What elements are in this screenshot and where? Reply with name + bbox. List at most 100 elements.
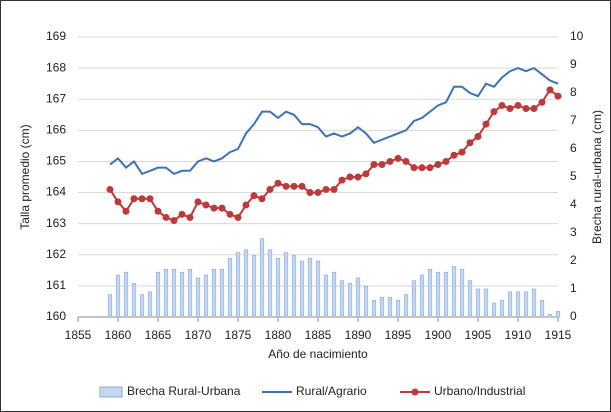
y-tick-label: 166 (46, 123, 66, 137)
bar (475, 288, 481, 318)
marker (434, 161, 442, 169)
bar (371, 299, 377, 318)
marker (314, 189, 322, 197)
y-tick-label: 165 (46, 154, 66, 168)
x-tick-label: 1900 (425, 328, 452, 342)
bar (331, 271, 337, 318)
marker (458, 148, 466, 156)
bar (243, 249, 249, 318)
bar (363, 285, 369, 318)
bar (499, 299, 505, 318)
y2-tick-label: 7 (570, 113, 577, 127)
bar (347, 283, 353, 318)
marker (466, 139, 474, 147)
bar (467, 280, 473, 318)
bar (515, 291, 521, 318)
bar (115, 274, 121, 318)
legend-label: Urbano/Industrial (434, 384, 525, 398)
bar (283, 252, 289, 318)
bar (211, 269, 217, 318)
marker (266, 185, 274, 193)
y2-tick-label: 1 (570, 281, 577, 295)
marker (474, 133, 482, 141)
y2-tick-label: 9 (570, 57, 577, 71)
y2-tick-label: 4 (570, 197, 577, 211)
x-tick-label: 1885 (305, 328, 332, 342)
y-axis-title: Talla promedio (cm) (18, 124, 32, 229)
marker (146, 195, 154, 203)
marker (306, 189, 314, 197)
legend-marker (411, 388, 419, 396)
line (109, 66, 559, 176)
marker (274, 179, 282, 187)
legend-label: Rural/Agrario (296, 384, 367, 398)
x-tick-label: 1915 (545, 328, 572, 342)
marker (322, 185, 330, 193)
bar (435, 271, 441, 318)
bar (339, 280, 345, 318)
bar (315, 260, 321, 318)
marker (114, 198, 122, 206)
bar (187, 269, 193, 318)
marker (210, 204, 218, 212)
marker (282, 182, 290, 190)
marker (138, 195, 146, 203)
bar (307, 257, 313, 318)
bar (547, 313, 553, 318)
marker (514, 101, 522, 109)
marker (394, 154, 402, 162)
bar (155, 271, 161, 318)
bar (291, 255, 297, 318)
marker (418, 164, 426, 172)
x-tick-label: 1875 (225, 328, 252, 342)
bar (235, 252, 241, 318)
bar (323, 274, 329, 318)
bar (299, 260, 305, 318)
y-tick-label: 160 (46, 309, 66, 323)
y2-tick-label: 3 (570, 225, 577, 239)
x-tick-label: 1910 (505, 328, 532, 342)
bar (411, 280, 417, 318)
marker (522, 105, 530, 113)
marker (386, 157, 394, 165)
bar (275, 257, 281, 318)
bar (227, 257, 233, 318)
marker (234, 213, 242, 221)
bar (171, 269, 177, 318)
marker (498, 101, 506, 109)
legend-label: Brecha Rural-Urbana (127, 384, 241, 398)
marker (226, 210, 234, 218)
marker (426, 164, 434, 172)
marker (410, 164, 418, 172)
bar (131, 283, 137, 318)
marker (130, 195, 138, 203)
bar (419, 274, 425, 318)
bar (507, 291, 513, 318)
marker (330, 185, 338, 193)
y-tick-label: 167 (46, 91, 66, 105)
marker (194, 198, 202, 206)
bar (395, 299, 401, 318)
marker (218, 204, 226, 212)
marker (338, 176, 346, 184)
x-tick-label: 1860 (105, 328, 132, 342)
marker (106, 185, 114, 193)
bar (163, 269, 169, 318)
bar (219, 269, 225, 318)
bar (443, 271, 449, 318)
marker (482, 120, 490, 128)
marker (178, 210, 186, 218)
x-tick-label: 1880 (265, 328, 292, 342)
y2-tick-label: 6 (570, 141, 577, 155)
marker (154, 207, 162, 215)
bar (123, 271, 129, 318)
y-tick-label: 163 (46, 216, 66, 230)
marker (538, 98, 546, 106)
marker (298, 182, 306, 190)
y-tick-label: 162 (46, 247, 66, 261)
x-axis-title: Año de nacimiento (268, 347, 368, 361)
y-tick-label: 164 (46, 185, 66, 199)
y2-tick-label: 10 (570, 29, 584, 43)
